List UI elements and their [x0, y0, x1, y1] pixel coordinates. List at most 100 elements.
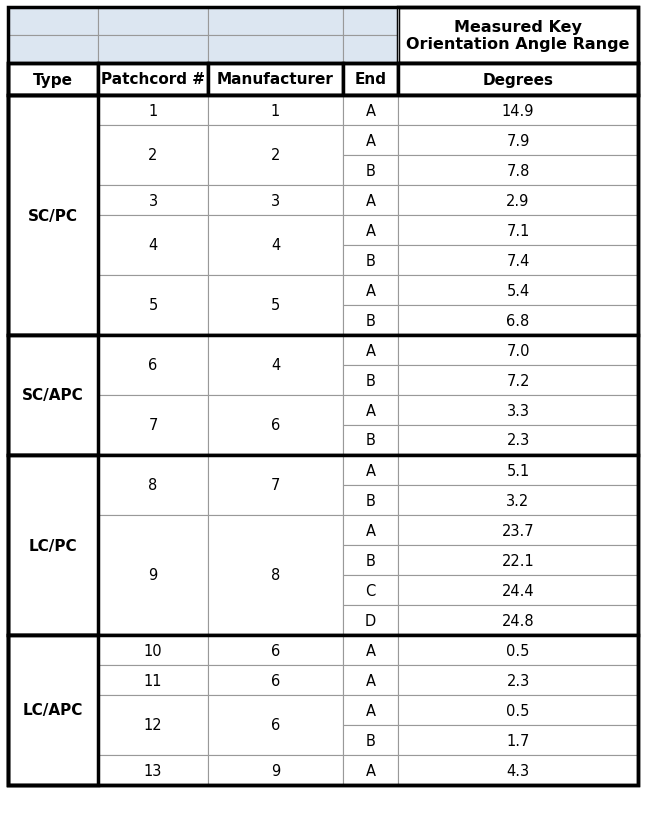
Bar: [398, 486, 638, 515]
Text: 23.7: 23.7: [501, 523, 534, 538]
Text: 7.0: 7.0: [506, 343, 529, 358]
Bar: [343, 246, 398, 276]
Bar: [8, 64, 98, 96]
Text: A: A: [366, 283, 376, 298]
Bar: [8, 336, 98, 455]
Bar: [98, 396, 208, 455]
Text: LC/APC: LC/APC: [23, 703, 83, 717]
Bar: [398, 665, 638, 695]
Bar: [8, 336, 638, 455]
Text: 6: 6: [149, 358, 158, 373]
Text: 7.1: 7.1: [507, 224, 529, 238]
Text: 7.8: 7.8: [507, 163, 529, 179]
Text: 7: 7: [148, 418, 158, 433]
Text: B: B: [366, 313, 376, 328]
Text: 7.9: 7.9: [507, 133, 529, 148]
Bar: [343, 365, 398, 396]
Text: 13: 13: [144, 762, 162, 777]
Bar: [343, 8, 398, 36]
Text: 6: 6: [271, 418, 280, 433]
Bar: [8, 8, 98, 36]
Bar: [98, 36, 208, 64]
Bar: [343, 396, 398, 426]
Text: A: A: [366, 703, 376, 717]
Bar: [8, 36, 98, 64]
Text: 4: 4: [271, 358, 280, 373]
Bar: [398, 186, 638, 215]
Bar: [98, 515, 208, 636]
Text: A: A: [366, 463, 376, 478]
Text: 5: 5: [149, 298, 158, 313]
Bar: [398, 636, 638, 665]
Text: A: A: [366, 672, 376, 688]
Text: 5: 5: [271, 298, 280, 313]
Bar: [343, 665, 398, 695]
Text: 5.1: 5.1: [507, 463, 529, 478]
Text: 2: 2: [148, 148, 158, 163]
Bar: [343, 215, 398, 246]
Text: 3: 3: [149, 193, 158, 208]
Bar: [398, 575, 638, 605]
Bar: [98, 126, 208, 186]
Bar: [98, 336, 208, 396]
Text: Degrees: Degrees: [482, 72, 554, 88]
Text: 2: 2: [271, 148, 280, 163]
Bar: [208, 36, 343, 64]
Text: 8: 8: [149, 478, 158, 493]
Text: C: C: [365, 583, 376, 598]
Bar: [343, 36, 398, 64]
Bar: [398, 8, 638, 64]
Bar: [398, 336, 638, 365]
Text: 6: 6: [271, 672, 280, 688]
Text: 9: 9: [149, 568, 158, 583]
Text: 6.8: 6.8: [507, 313, 529, 328]
Bar: [398, 156, 638, 186]
Text: 8: 8: [271, 568, 280, 583]
Bar: [343, 156, 398, 186]
Text: B: B: [366, 733, 376, 748]
Text: A: A: [366, 403, 376, 418]
Text: B: B: [366, 253, 376, 268]
Text: Manufacturer: Manufacturer: [217, 72, 334, 88]
Bar: [398, 695, 638, 725]
Bar: [208, 8, 343, 36]
Bar: [98, 215, 208, 276]
Text: 7.2: 7.2: [506, 373, 529, 388]
Bar: [343, 636, 398, 665]
Text: A: A: [366, 643, 376, 658]
Bar: [343, 695, 398, 725]
Text: 2.3: 2.3: [507, 433, 529, 448]
Bar: [208, 96, 343, 126]
Text: 2.3: 2.3: [507, 672, 529, 688]
Bar: [398, 215, 638, 246]
Bar: [8, 8, 398, 64]
Bar: [208, 186, 343, 215]
Text: 0.5: 0.5: [507, 643, 529, 658]
Bar: [343, 186, 398, 215]
Bar: [398, 96, 638, 126]
Text: End: End: [355, 72, 387, 88]
Text: B: B: [366, 163, 376, 179]
Bar: [98, 455, 208, 515]
Bar: [8, 636, 638, 785]
Bar: [208, 336, 343, 396]
Text: 24.4: 24.4: [501, 583, 534, 598]
Text: SC/PC: SC/PC: [28, 208, 78, 224]
Text: 7: 7: [271, 478, 280, 493]
Bar: [343, 276, 398, 305]
Bar: [208, 665, 343, 695]
Text: 14.9: 14.9: [502, 103, 534, 119]
Bar: [398, 365, 638, 396]
Bar: [8, 455, 638, 636]
Text: B: B: [366, 373, 376, 388]
Bar: [398, 276, 638, 305]
Bar: [98, 695, 208, 755]
Bar: [343, 64, 398, 96]
Bar: [343, 515, 398, 545]
Bar: [98, 755, 208, 785]
Bar: [8, 455, 98, 636]
Bar: [398, 545, 638, 575]
Text: 6: 6: [271, 643, 280, 658]
Bar: [98, 96, 208, 126]
Text: 7.4: 7.4: [507, 253, 529, 268]
